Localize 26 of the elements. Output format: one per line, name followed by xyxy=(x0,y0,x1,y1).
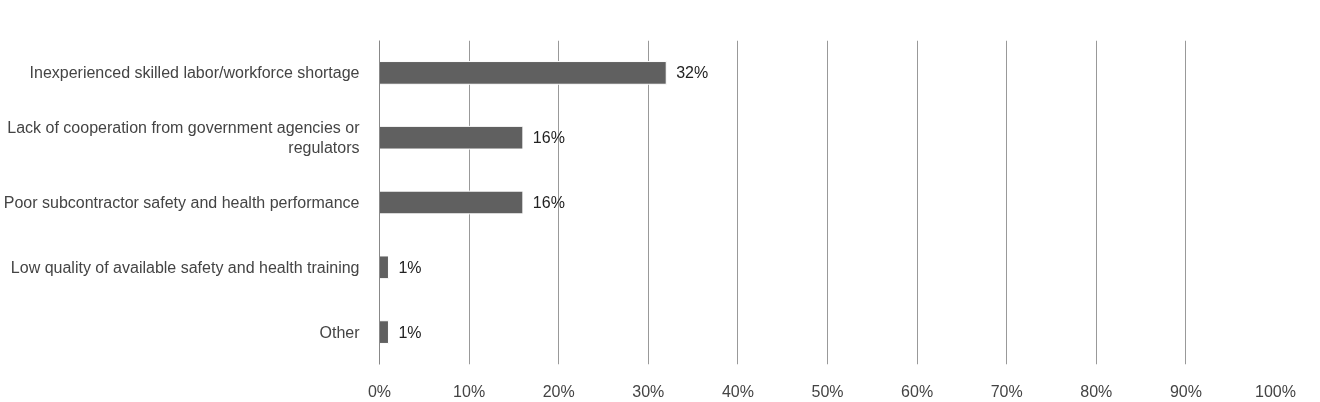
bar xyxy=(379,255,389,280)
x-tick-label: 10% xyxy=(453,382,486,400)
x-tick-label: 70% xyxy=(990,382,1023,400)
data-label: 16% xyxy=(532,194,565,211)
y-tick-label: Other xyxy=(319,323,361,341)
bar xyxy=(379,190,524,215)
y-tick-label: Poor subcontractor safety and health performance xyxy=(3,194,360,211)
x-tick-label: 20% xyxy=(542,382,575,400)
data-label: 1% xyxy=(398,258,422,276)
x-tick-label: 90% xyxy=(1169,382,1202,400)
data-label: 16% xyxy=(532,129,565,147)
y-tick-label: Lack of cooperation from government agencies or regulators xyxy=(7,119,361,157)
x-tick-label: 40% xyxy=(721,382,754,400)
y-tick-label: Inexperienced skilled labor/workforce shortage xyxy=(29,64,360,82)
x-tick-label: 100% xyxy=(1255,382,1296,400)
bar xyxy=(379,61,667,85)
x-tick-label: 50% xyxy=(811,382,844,400)
data-label: 32% xyxy=(676,64,709,82)
bar xyxy=(379,320,389,344)
data-label: 1% xyxy=(398,323,422,341)
x-tick-label: 0% xyxy=(367,382,392,400)
x-tick-label: 80% xyxy=(1080,382,1113,400)
x-tick-label: 30% xyxy=(632,382,665,400)
x-tick-label: 60% xyxy=(901,382,934,400)
y-tick-label: Low quality of available safety and health training xyxy=(10,258,360,276)
bar xyxy=(379,125,524,150)
